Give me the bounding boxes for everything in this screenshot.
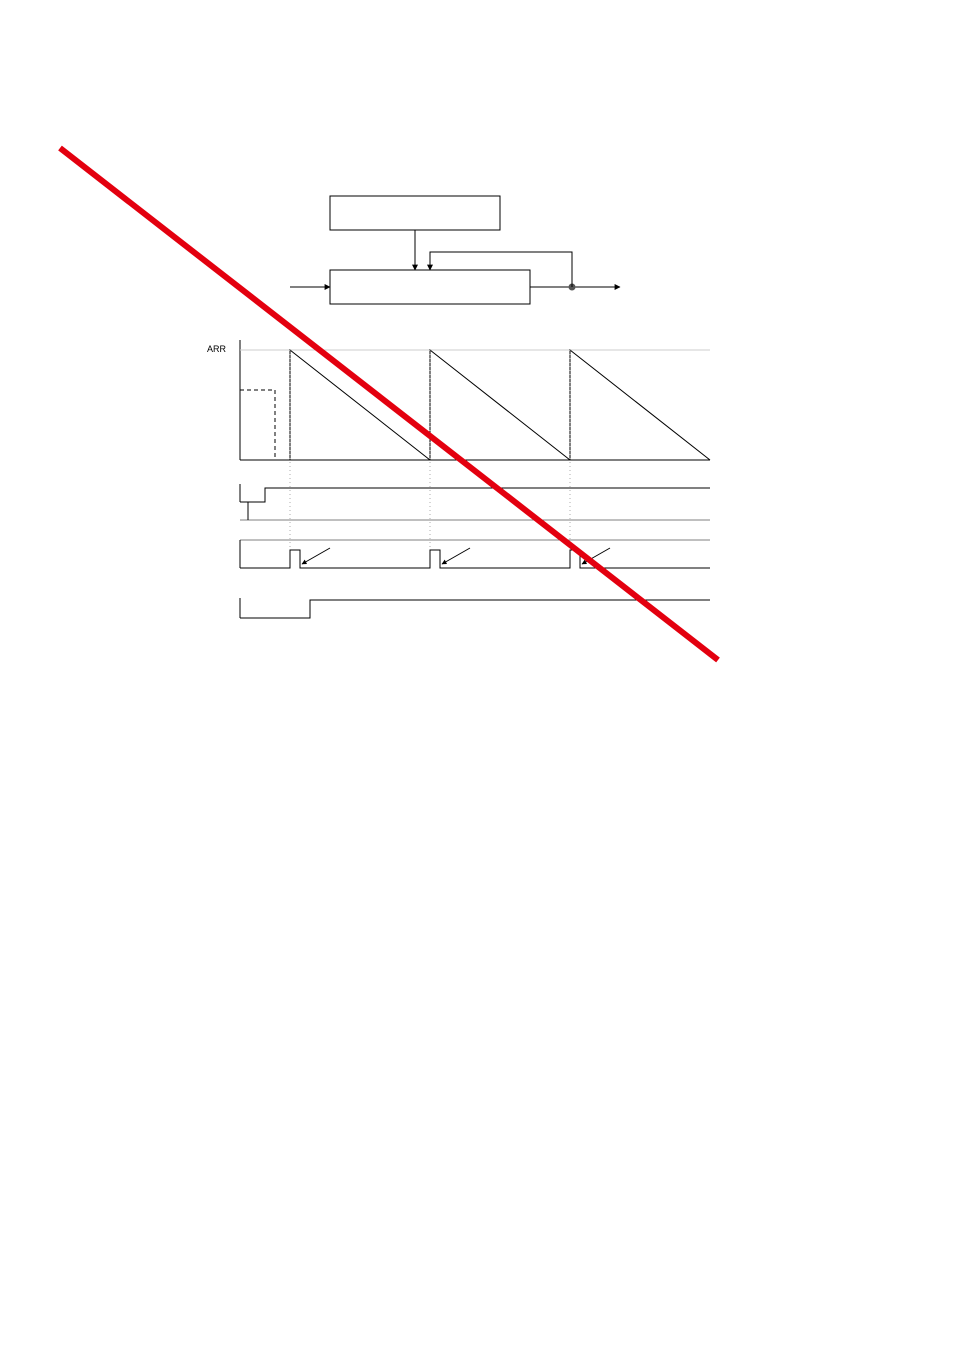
block-diagram	[290, 196, 620, 304]
block-bottom	[330, 270, 530, 304]
glitch-arrow-1	[302, 548, 330, 564]
timing-diagram: ARR	[207, 340, 710, 618]
glitch-arrow-2	[442, 548, 470, 564]
figure-svg: ARR	[0, 0, 954, 1350]
arr-label: ARR	[207, 344, 227, 354]
dashed-pre	[240, 390, 275, 460]
block-top	[330, 196, 500, 230]
cen-wave	[240, 488, 710, 502]
